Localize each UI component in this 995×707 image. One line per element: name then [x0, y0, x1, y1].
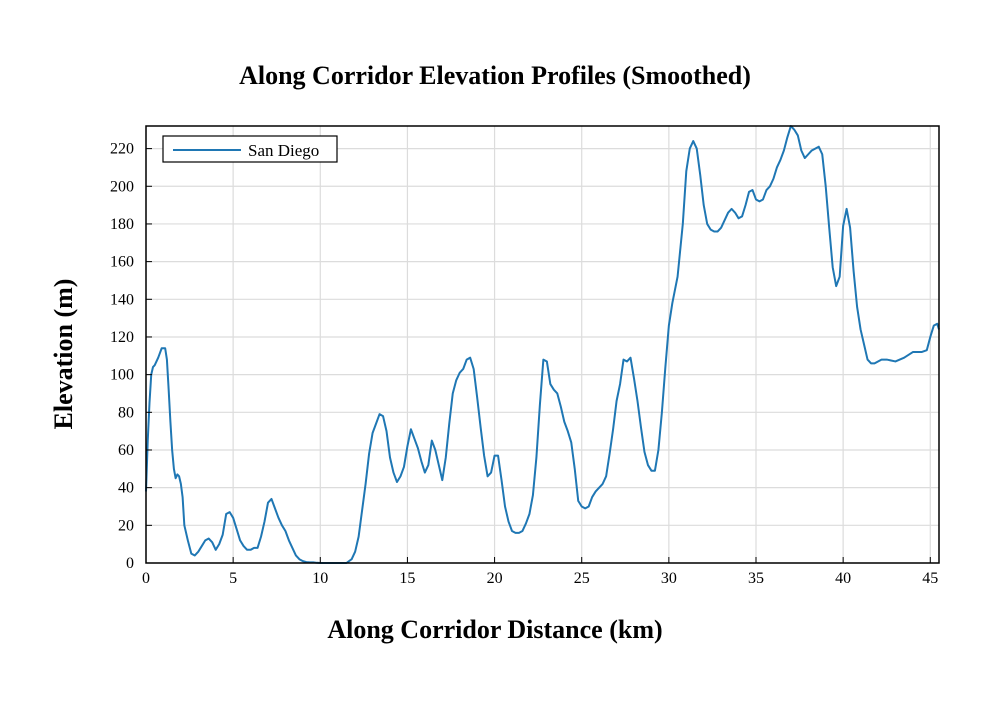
y-tick-label: 160	[110, 254, 134, 271]
x-tick-label: 40	[835, 570, 851, 587]
y-tick-label: 180	[110, 216, 134, 233]
x-tick-label: 0	[142, 570, 150, 587]
x-tick-label: 10	[312, 570, 328, 587]
legend: San Diego	[162, 135, 338, 163]
x-tick-label: 45	[922, 570, 938, 587]
x-axis-label: Along Corridor Distance (km)	[327, 615, 662, 644]
tick-layer: 0 5 10 15 20 25 30 35 40 45 0 20 40 60 80 100 120 140 160 1…	[110, 141, 938, 587]
y-tick-label: 220	[110, 141, 134, 158]
grid-layer	[145, 126, 939, 564]
series-layer	[145, 125, 940, 564]
x-tick-label: 20	[487, 570, 503, 587]
x-tick-label: 35	[748, 570, 764, 587]
y-tick-label: 60	[118, 442, 134, 459]
legend-label: San Diego	[248, 141, 319, 160]
x-tick-label: 25	[574, 570, 590, 587]
y-tick-label: 120	[110, 329, 134, 346]
y-axis-label: Elevation (m)	[49, 279, 78, 430]
y-tick-label: 40	[118, 480, 134, 497]
y-tick-label: 20	[118, 517, 134, 534]
x-tick-label: 5	[229, 570, 237, 587]
series-line	[145, 125, 940, 564]
plot-frame	[145, 125, 940, 564]
y-tick-label: 80	[118, 404, 134, 421]
y-tick-label: 100	[110, 367, 134, 384]
y-tick-label: 200	[110, 178, 134, 195]
y-tick-label: 140	[110, 291, 134, 308]
chart-title: Along Corridor Elevation Profiles (Smoot…	[239, 61, 751, 90]
x-tick-label: 15	[399, 570, 415, 587]
x-tick-label: 30	[661, 570, 677, 587]
y-tick-label: 0	[126, 555, 134, 572]
